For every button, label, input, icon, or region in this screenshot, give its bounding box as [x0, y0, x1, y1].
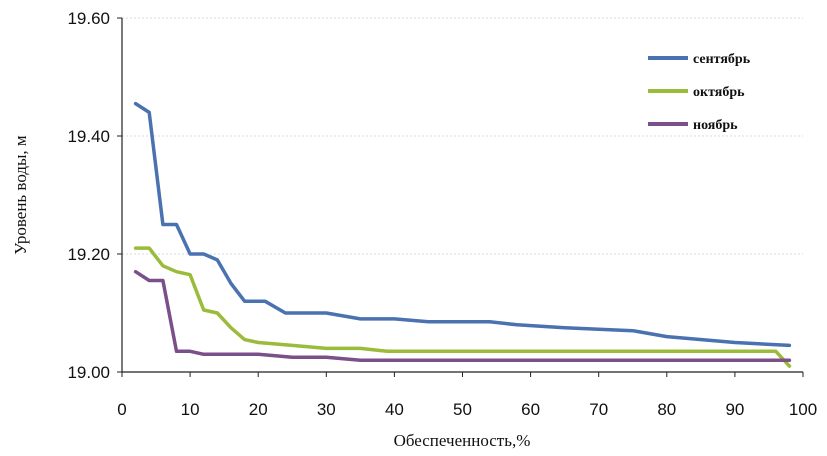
x-tick-label: 30: [317, 400, 336, 419]
x-tick-label: 100: [789, 400, 817, 419]
legend: сентябрь октябрь ноябрь: [648, 52, 751, 133]
x-tick-label: 0: [117, 400, 126, 419]
series-line-1: [133, 101, 792, 348]
x-tick-label: 10: [181, 400, 200, 419]
legend-label: сентябрь: [693, 52, 751, 67]
x-tick-label: 80: [657, 400, 676, 419]
y-tick-label: 19.20: [67, 245, 110, 264]
x-tick-label: 40: [385, 400, 404, 419]
series-lines: [133, 101, 792, 368]
y-tick-label: 19.00: [67, 363, 110, 382]
y-tick-label: 19.40: [67, 127, 110, 146]
x-tick-labels: 0 10 20 30 40 50 60 70 80 90 100: [117, 372, 817, 419]
series-line-3: [133, 269, 792, 362]
series-line-2: [133, 246, 792, 368]
y-tick-labels: 19.00 19.20 19.40 19.60: [67, 9, 122, 382]
x-tick-label: 70: [589, 400, 608, 419]
y-tick-label: 19.60: [67, 9, 110, 28]
x-tick-label: 90: [725, 400, 744, 419]
x-axis-title: Обеспеченность,%: [394, 431, 531, 450]
x-tick-label: 20: [249, 400, 268, 419]
legend-label: ноябрь: [693, 118, 738, 133]
x-tick-label: 50: [453, 400, 472, 419]
legend-label: октябрь: [693, 85, 745, 100]
x-tick-label: 60: [521, 400, 540, 419]
y-axis-title: Уровень воды, м: [11, 135, 30, 255]
grid-lines: [122, 17, 803, 255]
